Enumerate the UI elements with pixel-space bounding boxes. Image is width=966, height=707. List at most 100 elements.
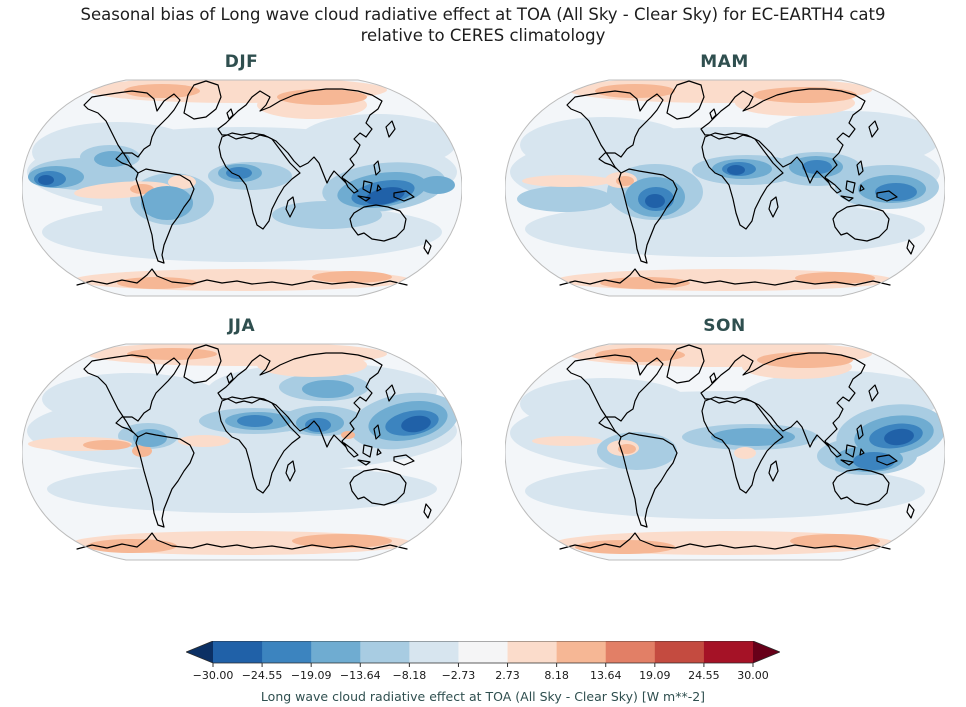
panel-mam: MAM [483, 52, 966, 300]
coastline [617, 168, 678, 264]
map-frame-mask [504, 341, 945, 564]
bias-contour-region [852, 452, 895, 470]
bias-contour-region [276, 89, 367, 105]
bias-contour-region [874, 183, 917, 201]
bias-contour-region [116, 277, 197, 289]
colorbar-segment [311, 641, 361, 663]
bias-contour-region [524, 201, 925, 257]
bias-contour-region [236, 415, 273, 427]
coastline [348, 204, 407, 242]
colorbar-tick-label: 2.73 [495, 669, 520, 682]
coastline [422, 503, 432, 519]
colorbar-tick-label: −30.00 [192, 669, 234, 682]
coastline [875, 190, 898, 202]
coastline [665, 80, 705, 120]
coastline [767, 460, 779, 482]
bias-contour-region [123, 84, 200, 98]
coastline [182, 344, 222, 384]
bias-contour-region [615, 176, 634, 186]
colorbar-tick-label: 19.09 [639, 669, 671, 682]
coastline [356, 459, 371, 466]
colorbar-axis-label: Long wave cloud radiative effect at TOA … [260, 689, 706, 704]
colorbar-box: −30.00 −24.55 −19.09 −13.64 −8.18 −2.73 2.73 8.… [186, 641, 780, 687]
bias-contour-region [794, 272, 875, 284]
coastline [831, 468, 890, 506]
bias-contour-region [519, 378, 690, 430]
coastline [708, 372, 717, 384]
coastline [225, 372, 234, 384]
coastline [284, 460, 296, 482]
map-outline [21, 343, 462, 561]
colorbar-segment [556, 641, 607, 663]
map-outline [504, 79, 945, 297]
bias-contour-region [296, 114, 457, 170]
bias-contour-region [617, 444, 636, 454]
coastline [617, 432, 678, 528]
panel-title-djf: DJF [224, 52, 259, 72]
coastline [217, 132, 301, 230]
coastline [384, 384, 396, 402]
bias-contour-region [789, 534, 880, 548]
bias-contour-region [291, 534, 392, 548]
bias-contour-region [225, 167, 252, 179]
coastline [708, 108, 717, 120]
bias-contour-region [733, 447, 756, 459]
colorbar-tick-label: 24.55 [688, 669, 720, 682]
coastline [858, 448, 865, 456]
coastline [700, 396, 784, 494]
map-frame-mask [504, 77, 945, 300]
bias-contour-region [37, 175, 54, 185]
bias-contour-region [418, 176, 455, 194]
colorbar-tick-label: −13.64 [339, 669, 381, 682]
map-mam [504, 77, 945, 300]
coastline [342, 442, 359, 458]
bias-contour-region [256, 353, 367, 377]
bias-contour-region [516, 186, 613, 212]
bias-contour-region [752, 87, 857, 103]
colorbar-segment [409, 641, 459, 663]
colorbar-segment [360, 641, 410, 663]
colorbar-segment [654, 641, 705, 663]
panel-title-jja: JJA [227, 316, 256, 336]
panel-title-son: SON [703, 316, 746, 336]
colorbar-segment [507, 641, 558, 663]
bias-contour-region [364, 187, 405, 205]
bias-contour-region [301, 380, 354, 398]
coastline [375, 184, 382, 192]
bias-contour-region [167, 175, 196, 189]
coastline [665, 344, 705, 384]
bias-contour-region [726, 165, 745, 175]
coastline [844, 444, 856, 458]
coastline [825, 178, 842, 194]
bias-contour-region [594, 348, 685, 362]
coastline [565, 90, 664, 174]
coastline [844, 180, 856, 194]
colorbar-tick-label: 30.00 [737, 669, 769, 682]
coastline [858, 184, 865, 192]
coastline [392, 190, 415, 202]
colorbar-tick-label: −2.73 [441, 669, 476, 682]
bias-contour-region [521, 175, 612, 187]
coastline [558, 268, 891, 286]
map-frame-mask [21, 77, 462, 300]
coastline [699, 88, 866, 184]
coastline [905, 503, 915, 519]
colorbar-tick-label: −24.55 [241, 669, 283, 682]
colorbar-tick-label: −19.09 [290, 669, 332, 682]
coastline [875, 454, 898, 466]
coastline [392, 454, 415, 466]
coastline [767, 196, 779, 218]
panels-grid: DJF MAM JJA SON [0, 52, 966, 564]
coastline [867, 384, 879, 402]
bias-contour-region [801, 160, 832, 174]
coastline [384, 120, 396, 138]
coastline [361, 444, 373, 458]
coastline [134, 168, 195, 264]
coastline [225, 108, 234, 120]
panel-djf: DJF [0, 52, 483, 300]
map-son [504, 341, 945, 564]
coastline [825, 442, 842, 458]
colorbar: −30.00 −24.55 −19.09 −13.64 −8.18 −2.73 2.73 8.… [0, 641, 966, 704]
bias-contour-region [531, 436, 602, 446]
bias-contour-region [756, 352, 853, 368]
